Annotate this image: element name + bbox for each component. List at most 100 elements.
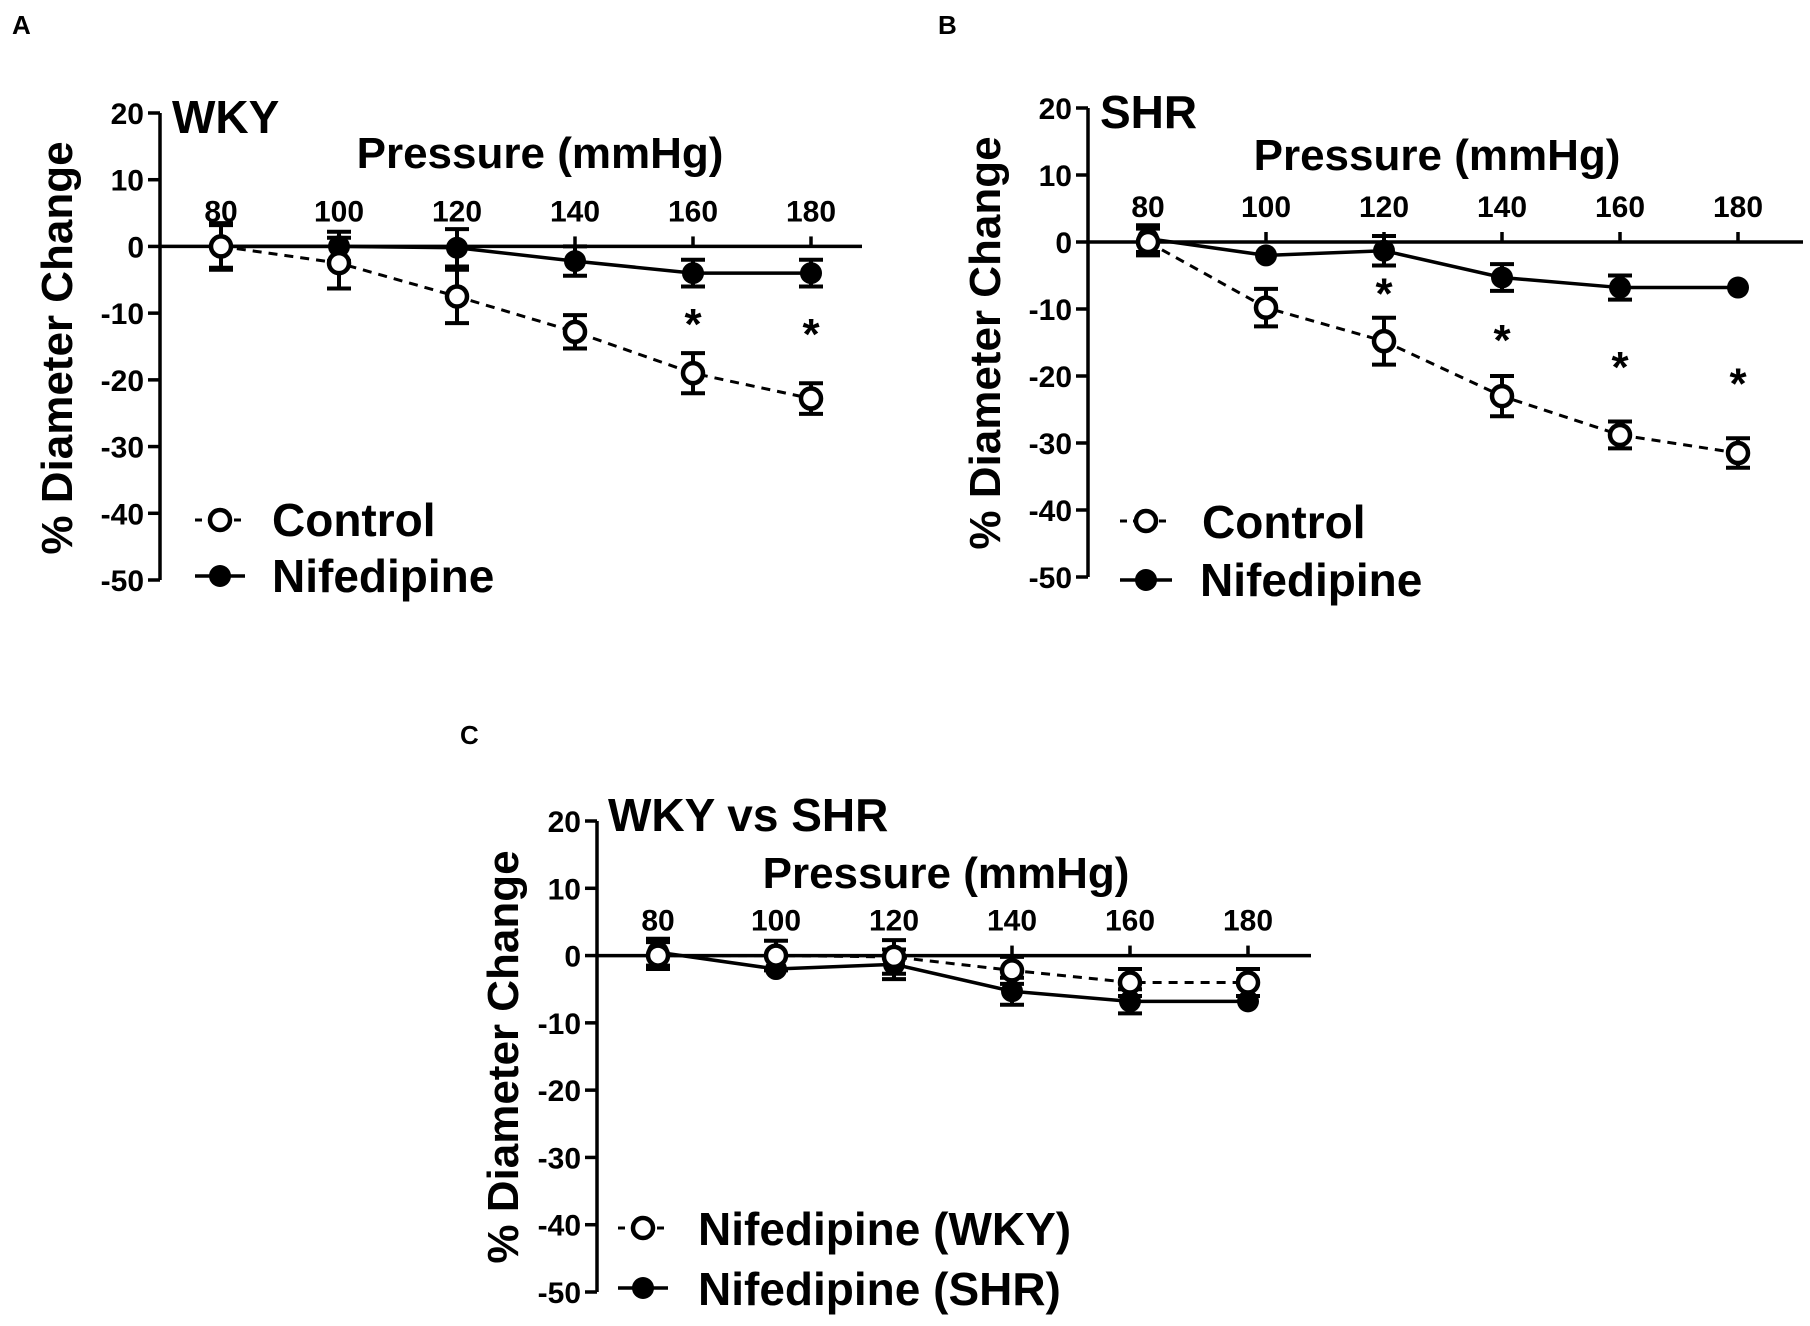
data-point-open bbox=[1253, 295, 1279, 320]
x-tick-label: 80 bbox=[1131, 191, 1164, 224]
y-tick-label: 10 bbox=[548, 873, 581, 906]
y-tick-label: -30 bbox=[101, 432, 144, 465]
legend-item-control: Control bbox=[1120, 496, 1366, 548]
data-point-open bbox=[763, 943, 789, 968]
data-point-filled bbox=[1491, 266, 1513, 289]
data-point-open bbox=[1725, 440, 1751, 466]
y-tick-label: -40 bbox=[1029, 495, 1072, 528]
data-point-open bbox=[1235, 970, 1261, 995]
panel-letter: A bbox=[12, 10, 31, 40]
y-tick-label: -30 bbox=[538, 1142, 581, 1175]
significance-marker: * bbox=[1611, 343, 1629, 392]
series-line bbox=[657, 950, 1248, 1004]
legend-marker-open bbox=[1133, 508, 1159, 534]
legend-label: Control bbox=[1202, 496, 1366, 548]
data-point-open bbox=[798, 386, 824, 411]
y-tick-label: -50 bbox=[101, 565, 144, 598]
y-tick-label: 20 bbox=[548, 806, 581, 839]
x-tick-label: 180 bbox=[1223, 905, 1273, 938]
series-line bbox=[658, 954, 1248, 984]
data-point-filled bbox=[564, 250, 586, 273]
x-axis-title: Pressure (mmHg) bbox=[357, 129, 724, 178]
legend: Control Nifedipine bbox=[1120, 496, 1422, 606]
x-tick-label: 140 bbox=[550, 195, 600, 228]
data-point-open bbox=[1607, 422, 1633, 448]
y-tick-label: -20 bbox=[538, 1075, 581, 1108]
y-tick-label: -40 bbox=[101, 498, 144, 531]
y-tick-label: -30 bbox=[1029, 428, 1072, 461]
y-tick-label: -50 bbox=[1029, 562, 1072, 595]
chart-title: SHR bbox=[1100, 86, 1197, 138]
data-point-open bbox=[208, 234, 234, 259]
x-tick-label: 160 bbox=[1595, 191, 1645, 224]
significance-marker: * bbox=[1493, 316, 1511, 365]
legend-item-nifedipine: Nifedipine bbox=[195, 550, 494, 602]
legend-item-nifedipine-wky: Nifedipine (WKY) bbox=[618, 1203, 1071, 1255]
legend-label: Nifedipine bbox=[272, 550, 494, 602]
legend-item-control: Control bbox=[195, 494, 436, 546]
series-line bbox=[221, 244, 811, 275]
data-point-filled bbox=[1609, 276, 1631, 299]
y-tick-label: -40 bbox=[538, 1210, 581, 1243]
legend-label: Nifedipine (WKY) bbox=[698, 1203, 1071, 1255]
data-point-open bbox=[680, 360, 706, 386]
panel-letter: C bbox=[460, 720, 479, 750]
data-point-open bbox=[881, 944, 907, 970]
data-point-filled bbox=[682, 262, 704, 285]
y-tick-label: -20 bbox=[1029, 361, 1072, 394]
data-point-open bbox=[1135, 229, 1161, 255]
y-tick-label: 20 bbox=[111, 98, 144, 131]
x-tick-label: 100 bbox=[314, 195, 364, 228]
y-axis-title: % Diameter Change bbox=[479, 850, 528, 1263]
x-tick-label: 120 bbox=[1359, 191, 1409, 224]
x-tick-label: 120 bbox=[869, 905, 919, 938]
data-point-open bbox=[645, 943, 671, 968]
x-tick-label: 80 bbox=[641, 905, 674, 938]
data-point-filled bbox=[1255, 244, 1277, 267]
y-tick-label: -10 bbox=[101, 298, 144, 331]
y-tick-label: 10 bbox=[1039, 160, 1072, 193]
data-point-open bbox=[562, 319, 588, 345]
data-point-open bbox=[444, 284, 470, 309]
legend-marker-open bbox=[207, 507, 233, 533]
y-tick-label: 0 bbox=[564, 941, 581, 974]
data-point-open bbox=[999, 958, 1025, 983]
significance-marker: * bbox=[802, 310, 820, 359]
y-axis-title: % Diameter Change bbox=[33, 141, 82, 554]
significance-marker: * bbox=[1375, 269, 1393, 318]
y-axis-title: % Diameter Change bbox=[961, 136, 1010, 549]
legend-marker-filled bbox=[632, 1277, 654, 1299]
data-point-filled bbox=[446, 236, 468, 259]
data-point-open bbox=[1371, 328, 1397, 354]
chart-title: WKY bbox=[172, 91, 279, 143]
data-point-open bbox=[326, 250, 352, 276]
x-axis-title: Pressure (mmHg) bbox=[1254, 131, 1621, 180]
legend-marker-filled bbox=[1135, 569, 1157, 591]
chart-title: WKY vs SHR bbox=[608, 789, 888, 841]
y-tick-label: 20 bbox=[1039, 93, 1072, 126]
x-tick-label: 100 bbox=[751, 905, 801, 938]
legend-label: Nifedipine bbox=[1200, 554, 1422, 606]
y-tick-label: 0 bbox=[1055, 227, 1072, 260]
legend-marker-open bbox=[630, 1215, 656, 1241]
legend-label: Control bbox=[272, 494, 436, 546]
series-line bbox=[220, 244, 812, 401]
series-line bbox=[1147, 236, 1738, 290]
x-tick-label: 120 bbox=[432, 195, 482, 228]
legend: Nifedipine (WKY) Nifedipine (SHR) bbox=[618, 1203, 1071, 1315]
y-tick-label: -20 bbox=[101, 365, 144, 398]
series-line bbox=[1147, 240, 1739, 455]
panel-letter: B bbox=[938, 10, 957, 40]
x-tick-label: 160 bbox=[1105, 905, 1155, 938]
legend-item-nifedipine: Nifedipine bbox=[1120, 554, 1422, 606]
x-tick-label: 180 bbox=[1713, 191, 1763, 224]
significance-marker: * bbox=[1729, 360, 1747, 409]
x-axis-title: Pressure (mmHg) bbox=[763, 849, 1130, 898]
y-tick-label: -10 bbox=[538, 1008, 581, 1041]
x-tick-label: 140 bbox=[1477, 191, 1527, 224]
